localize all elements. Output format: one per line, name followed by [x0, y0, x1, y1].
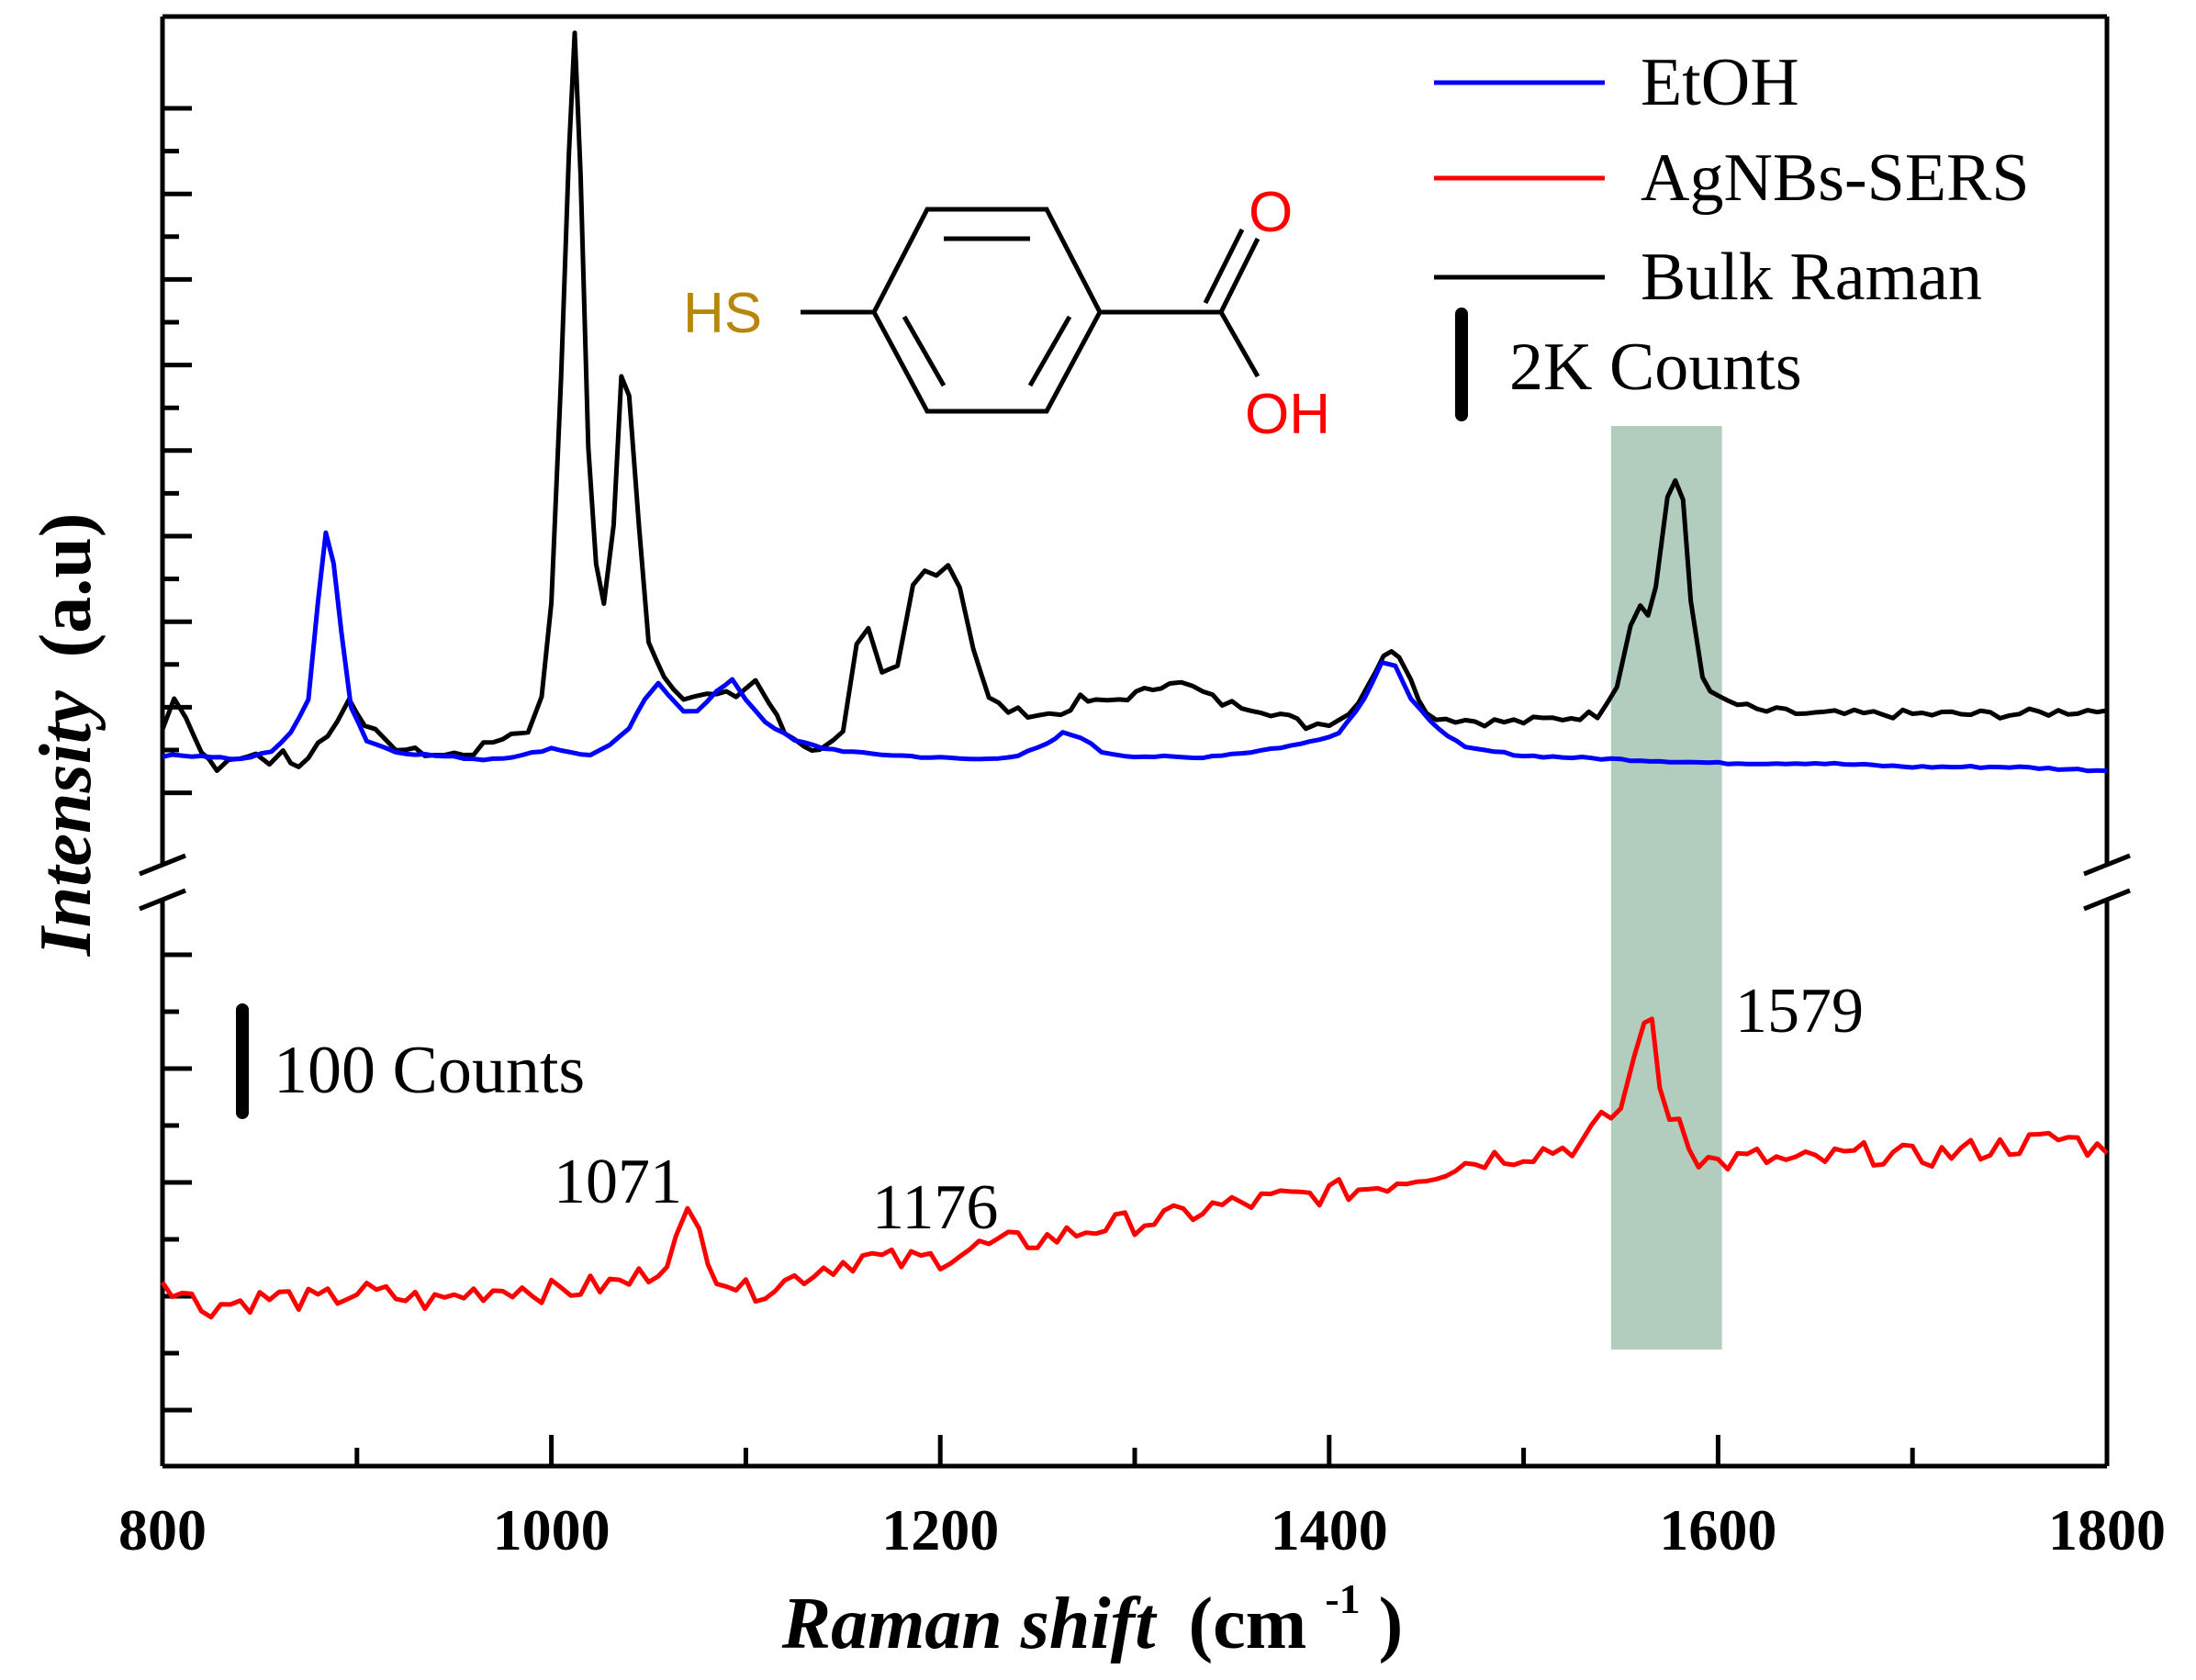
legend: EtOH AgNBs-SERS Bulk Raman: [1434, 45, 2030, 315]
peak-label-1071: 1071: [554, 1147, 682, 1217]
scale-bar-upper-label: 2K Counts: [1509, 330, 1802, 405]
legend-label-bulk: Bulk Raman: [1641, 240, 1982, 315]
y-axis-title-unit: (a.u): [26, 513, 106, 658]
x-axis-title: Raman shift (cm -1 ): [781, 1549, 1404, 1664]
axis-break-left: [139, 853, 186, 912]
series-agnbs-sers: [160, 1016, 2109, 1320]
y-ticks: [162, 106, 192, 1413]
legend-label-sers: AgNBs-SERS: [1641, 140, 2030, 216]
series-layer: [160, 30, 2109, 1320]
legend-label-etoh: EtOH: [1641, 45, 1799, 120]
x-axis-title-italic: Raman shift: [781, 1584, 1159, 1664]
series-etoh: [162, 530, 2108, 774]
x-axis-title-unit: (cm: [1189, 1584, 1307, 1664]
peak-label-1579: 1579: [1735, 976, 1864, 1047]
x-axis-title-close: ): [1379, 1584, 1404, 1664]
x-tick-label: 1600: [1659, 1497, 1776, 1562]
x-axis-title-sup: -1: [1325, 1575, 1360, 1622]
molecule-structure: [801, 207, 1260, 414]
inner-bond-left: [902, 315, 947, 387]
y-axis-title-italic: Intensity: [26, 690, 106, 957]
peak-label-1176: 1176: [872, 1172, 998, 1243]
highlight-band: [1610, 426, 1722, 1350]
x-tick-label: 1200: [881, 1497, 999, 1562]
carbonyl-bond-2: [1203, 228, 1245, 305]
molecule-carbonyl-label: O: [1249, 181, 1293, 244]
molecule-thiol-label: HS: [683, 282, 762, 345]
molecule-hydroxyl-label: OH: [1245, 383, 1330, 446]
x-tick-label: 1000: [493, 1497, 611, 1562]
carbonyl-bond-1: [1218, 237, 1260, 314]
axis-break-right: [2083, 853, 2131, 912]
x-ticks: [160, 1435, 2110, 1466]
x-tick-label: 1400: [1271, 1497, 1388, 1562]
inner-bond-right: [1027, 315, 1072, 387]
scale-bar-lower-label: 100 Counts: [274, 1033, 585, 1108]
y-axis-title: Intensity (a.u): [26, 513, 106, 958]
hydroxyl-bond: [1218, 310, 1260, 378]
series-bulk-raman: [160, 30, 2108, 773]
x-tick-label: 1800: [2048, 1497, 2166, 1562]
x-tick-label: 800: [118, 1497, 207, 1562]
